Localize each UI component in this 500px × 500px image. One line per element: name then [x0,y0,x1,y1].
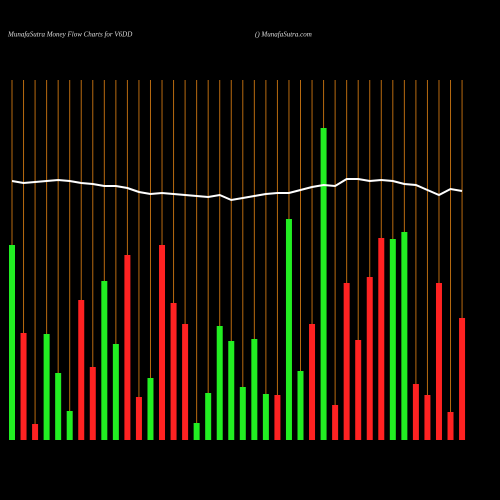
bar [101,281,108,440]
bar [159,245,166,440]
bar [435,283,442,440]
bar [112,344,119,440]
bar [262,394,269,440]
bar [285,219,292,440]
bar [124,255,131,440]
bar [447,412,454,440]
bar [20,333,27,440]
bar [424,395,431,440]
bar [9,245,15,440]
bar [239,387,246,440]
bar [355,340,362,440]
money-flow-line [11,178,463,202]
bar [55,373,62,440]
bar [343,283,350,440]
bar [389,239,396,440]
bar [147,378,154,440]
bar [66,411,73,440]
bar [182,324,189,440]
bar [170,303,177,440]
bar [193,423,200,440]
bar [320,128,327,440]
chart-subtitle: () MunafaSutra.com [255,31,312,39]
bar [459,318,466,440]
bar [216,326,223,440]
bar [412,384,419,440]
bar [135,397,142,440]
chart-title: MunafaSutra Money Flow Charts for V6DD [7,31,132,39]
bar [274,395,281,440]
bar [332,405,339,440]
bar [366,277,373,440]
bar [43,334,50,440]
bar [297,371,304,440]
bar [378,238,385,440]
bar [228,341,235,440]
bar [401,232,408,440]
bar [205,393,212,440]
bar [251,339,258,440]
bar [78,300,85,440]
bar [32,424,39,440]
bar [309,324,316,440]
bar [89,367,96,440]
